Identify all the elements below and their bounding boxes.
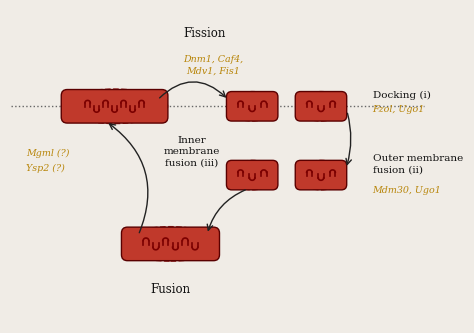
FancyArrowPatch shape (109, 124, 148, 233)
FancyArrowPatch shape (160, 82, 226, 98)
FancyBboxPatch shape (295, 161, 346, 190)
Text: Mdm30, Ugo1: Mdm30, Ugo1 (373, 186, 441, 195)
Ellipse shape (228, 161, 276, 190)
Ellipse shape (62, 89, 167, 124)
Ellipse shape (298, 161, 345, 190)
FancyBboxPatch shape (61, 90, 168, 123)
FancyBboxPatch shape (121, 227, 219, 261)
Text: Ysp2 (?): Ysp2 (?) (27, 164, 65, 173)
Ellipse shape (122, 227, 219, 261)
Text: Fission: Fission (184, 27, 226, 40)
FancyBboxPatch shape (295, 92, 346, 121)
FancyBboxPatch shape (227, 161, 278, 190)
FancyArrowPatch shape (346, 113, 351, 165)
Ellipse shape (298, 92, 345, 121)
Text: Fzol, Ugo1: Fzol, Ugo1 (373, 105, 425, 114)
FancyArrowPatch shape (207, 190, 246, 230)
Text: Outer membrane
fusion (ii): Outer membrane fusion (ii) (373, 154, 463, 174)
Text: Mgml (?): Mgml (?) (27, 149, 70, 158)
Text: Docking (i): Docking (i) (373, 91, 430, 100)
Ellipse shape (228, 92, 276, 121)
Text: Dnm1, Caf4,
Mdv1, Fis1: Dnm1, Caf4, Mdv1, Fis1 (183, 55, 244, 76)
FancyBboxPatch shape (227, 92, 278, 121)
Text: Inner
membrane
fusion (iii): Inner membrane fusion (iii) (164, 136, 220, 167)
Text: Fusion: Fusion (150, 282, 191, 296)
